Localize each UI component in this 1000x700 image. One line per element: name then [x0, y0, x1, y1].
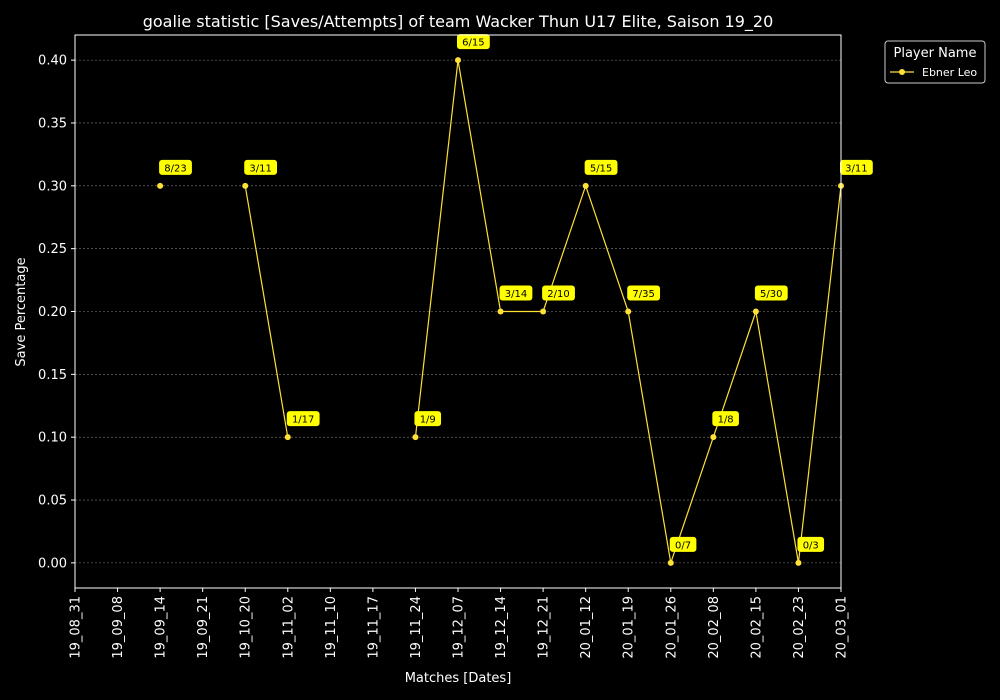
data-label: 2/10 [542, 285, 575, 301]
x-tick-label: 20_02_08 [707, 596, 722, 659]
x-tick-label: 20_01_26 [664, 596, 679, 659]
data-point [540, 308, 547, 315]
data-label: 5/15 [584, 159, 618, 175]
legend: Player Name Ebner Leo [884, 40, 986, 84]
legend-marker [899, 69, 905, 75]
data-label: 3/11 [840, 159, 873, 175]
data-label-text: 1/17 [292, 415, 314, 426]
y-tick-label: 0.40 [38, 54, 67, 69]
y-tick-label: 0.10 [38, 431, 67, 446]
data-label-box [754, 285, 788, 301]
data-label-text: 3/14 [505, 289, 527, 300]
y-tick-label: 0.05 [38, 494, 67, 509]
data-label-box [797, 536, 825, 552]
x-tick-label: 19_09_21 [196, 596, 211, 659]
data-label-box [627, 285, 661, 301]
legend-title: Player Name [894, 46, 977, 61]
y-tick-label: 0.25 [38, 242, 67, 257]
data-label-text: 0/3 [803, 540, 819, 551]
x-tick-label: 19_11_02 [281, 596, 296, 659]
data-label: 3/11 [244, 159, 278, 175]
x-tick-label: 19_09_14 [154, 596, 169, 659]
x-tick-label: 19_09_08 [111, 596, 126, 659]
series-line [244, 185, 289, 438]
data-label-box [414, 411, 442, 427]
data-point [497, 308, 504, 315]
data-point [752, 308, 759, 315]
data-label-text: 1/8 [718, 415, 734, 426]
x-tick-label: 19_12_07 [452, 596, 467, 659]
x-tick-label: 20_01_19 [622, 596, 637, 659]
data-point [284, 434, 291, 441]
x-tick-label: 19_11_24 [409, 596, 424, 659]
data-label-box [159, 159, 192, 175]
y-tick-label: 0.15 [38, 368, 67, 383]
data-label: 8/23 [159, 159, 192, 175]
data-label: 0/3 [797, 536, 825, 552]
y-axis: 0.00 0.05 0.10 0.15 0.20 0.25 0.30 0.35 0.40 [38, 54, 75, 571]
data-label: 6/15 [457, 34, 490, 50]
data-point [455, 57, 461, 64]
x-axis-label: Matches [Dates] [405, 671, 512, 686]
data-label-box [286, 411, 320, 427]
data-point [625, 308, 632, 315]
data-label: 1/9 [414, 411, 442, 427]
data-label-box [499, 285, 533, 301]
data-label-box [244, 159, 278, 175]
x-tick-label: 19_12_21 [537, 596, 552, 659]
chart-title: goalie statistic [Saves/Attempts] of tea… [143, 12, 774, 32]
y-tick-label: 0.00 [38, 556, 67, 571]
data-label-box [457, 34, 490, 50]
data-label-text: 1/9 [420, 415, 436, 426]
y-axis-label: Save Percentage [14, 257, 29, 366]
x-axis: 19_08_31 19_09_08 19_09_14 19_09_21 19_10_20… [69, 588, 850, 659]
x-tick-label: 19_10_20 [239, 596, 254, 659]
data-point [582, 182, 589, 189]
data-label-text: 2/10 [547, 289, 569, 300]
data-label: 0/7 [669, 536, 697, 552]
data-label: 1/8 [712, 411, 739, 427]
data-label-box [542, 285, 575, 301]
data-label-text: 3/11 [845, 163, 867, 174]
data-label: 3/14 [499, 285, 533, 301]
x-tick-label: 19_12_14 [494, 596, 509, 659]
data-point [157, 182, 164, 189]
data-label-text: 5/30 [760, 289, 782, 300]
data-label-text: 3/11 [249, 163, 271, 174]
data-label-text: 6/15 [462, 38, 484, 49]
y-tick-label: 0.30 [38, 179, 67, 194]
grid [75, 59, 841, 564]
data-point [667, 559, 674, 566]
data-label-text: 5/15 [590, 163, 612, 174]
data-label: 5/30 [754, 285, 788, 301]
x-tick-label: 19_11_17 [366, 596, 381, 659]
plot-frame [74, 34, 842, 589]
data-label-text: 8/23 [164, 163, 186, 174]
x-tick-label: 20_01_12 [579, 596, 594, 659]
data-point [242, 182, 249, 189]
x-tick-label: 20_02_15 [749, 596, 764, 659]
legend-entry: Ebner Leo [922, 66, 977, 79]
data-label-box [840, 159, 873, 175]
x-tick-label: 20_02_23 [792, 596, 807, 659]
data-point [710, 434, 717, 441]
data-label: 1/17 [286, 411, 320, 427]
data-point [412, 434, 419, 441]
x-tick-label: 19_11_10 [324, 596, 339, 659]
x-tick-label: 19_08_31 [69, 596, 84, 659]
y-tick-label: 0.20 [38, 305, 67, 320]
series-layer [157, 57, 844, 566]
x-tick-label: 20_03_01 [835, 596, 850, 659]
data-label-box [712, 411, 739, 427]
data-label-box [584, 159, 618, 175]
data-label-text: 7/35 [632, 289, 654, 300]
data-label-text: 0/7 [675, 540, 691, 551]
data-labels: 8/23 3/11 1/17 1/9 6/15 3/14 2/10 5/15 7/35 0/7 1/… [159, 34, 873, 552]
data-label-box [669, 536, 697, 552]
data-label: 7/35 [627, 285, 661, 301]
data-point [795, 559, 802, 566]
y-tick-label: 0.35 [38, 116, 67, 131]
